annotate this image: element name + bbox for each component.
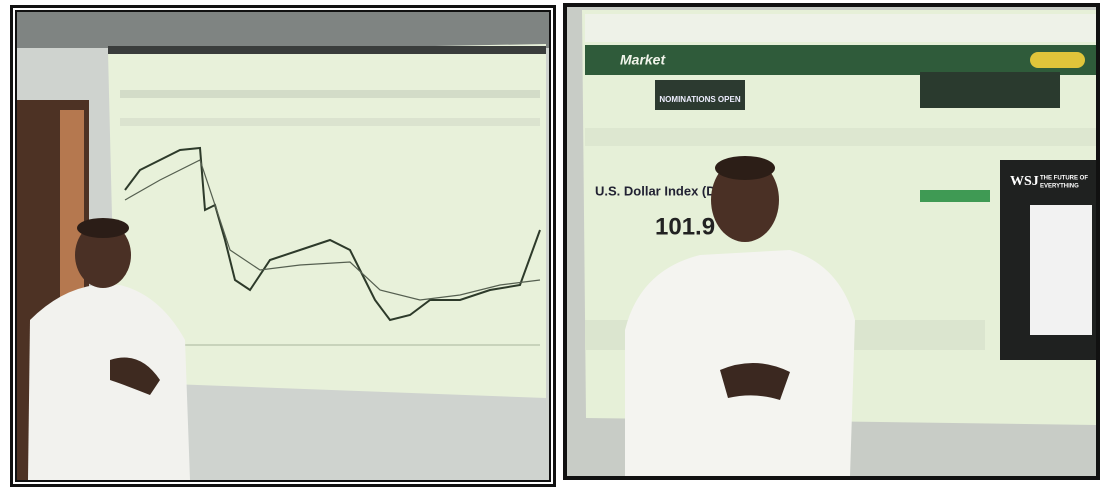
browser-bar: [585, 14, 1096, 42]
banner-text: NOMINATIONS OPEN: [659, 95, 740, 104]
price: 101.9: [655, 213, 715, 240]
ad-brand: WSJ: [1010, 174, 1039, 189]
add-button[interactable]: [920, 190, 990, 202]
hair: [715, 156, 775, 180]
ad-image: [1030, 205, 1092, 335]
hair: [77, 218, 129, 238]
ad-tagline: EVERYTHING: [1040, 184, 1079, 190]
browser-bar: [120, 90, 540, 98]
photo-collage: Market NOMINATIONS OPEN U.S. Dollar Inde…: [0, 0, 1103, 490]
ad-tagline: THE FUTURE OF: [1040, 176, 1088, 182]
screen-case: [108, 46, 546, 54]
right-photo: Market NOMINATIONS OPEN U.S. Dollar Inde…: [563, 3, 1100, 480]
toolbar: [120, 118, 540, 126]
shirt: [28, 285, 190, 480]
ad-pattern: [920, 72, 1060, 108]
left-photo: [10, 5, 556, 487]
ticker-strip: [585, 128, 1096, 146]
nav-button[interactable]: [1030, 52, 1085, 68]
shirt: [625, 250, 855, 476]
hands: [720, 363, 790, 400]
page: Market NOMINATIONS OPEN U.S. Dollar Inde…: [0, 0, 1103, 490]
site-logo: Market: [620, 52, 666, 68]
ceiling: [17, 12, 549, 48]
